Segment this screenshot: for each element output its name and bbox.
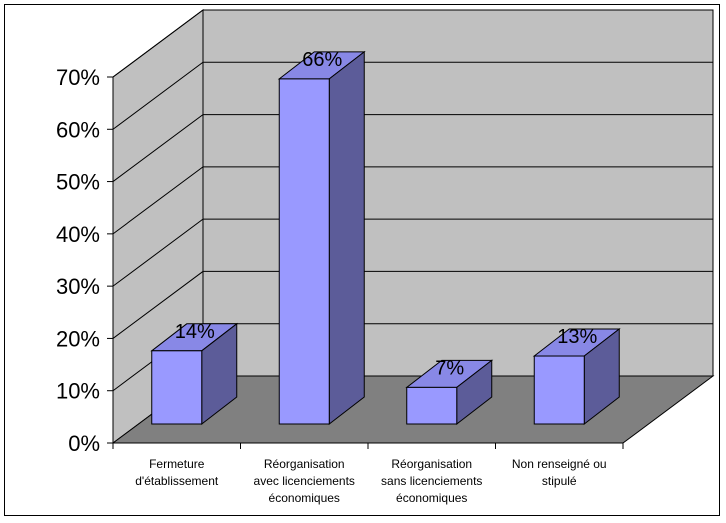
data-label: 66% — [302, 49, 342, 71]
x-tick-label: Non renseigné ou stipulé — [511, 457, 607, 488]
y-axis-ticks: 0% 10% 20% 30% 40% 50% 60% 70% — [56, 65, 100, 456]
axes — [107, 76, 624, 449]
bars — [150, 50, 621, 426]
bar-0 — [150, 322, 239, 426]
y-tick-label: 40% — [56, 222, 100, 247]
gridline-60 — [112, 61, 713, 130]
y-tick-label: 20% — [56, 326, 100, 351]
data-label: 7% — [435, 357, 464, 379]
bar-1 — [277, 50, 366, 426]
data-label: 14% — [175, 321, 215, 343]
gridline-50 — [112, 114, 713, 182]
bar-3 — [532, 328, 621, 426]
y-tick-label: 10% — [56, 379, 100, 404]
y-tick-label: 30% — [56, 274, 100, 299]
data-labels: 14% 66% 7% 13% — [175, 49, 598, 379]
bar-front — [406, 386, 458, 425]
y-tick-label: 50% — [56, 170, 100, 195]
x-tick-label: Fermeture d'établissement — [135, 457, 219, 488]
bar-side — [328, 50, 365, 426]
bar-front — [151, 350, 203, 425]
data-label: 13% — [557, 326, 597, 348]
gridline-20 — [112, 270, 713, 339]
y-tick-label: 60% — [56, 117, 100, 142]
bar-front — [278, 78, 330, 425]
x-tick-label: Réorganisation sans licenciements économ… — [381, 457, 483, 505]
gridline-70 — [112, 9, 713, 78]
bar-front — [533, 355, 585, 425]
x-tick-label: Réorganisation avec licenciements économ… — [253, 457, 355, 505]
bar-2 — [405, 359, 494, 426]
gridline-40 — [112, 166, 713, 235]
gridline-30 — [112, 218, 713, 287]
y-tick-label: 70% — [56, 65, 100, 90]
y-tick-label: 0% — [68, 431, 100, 456]
